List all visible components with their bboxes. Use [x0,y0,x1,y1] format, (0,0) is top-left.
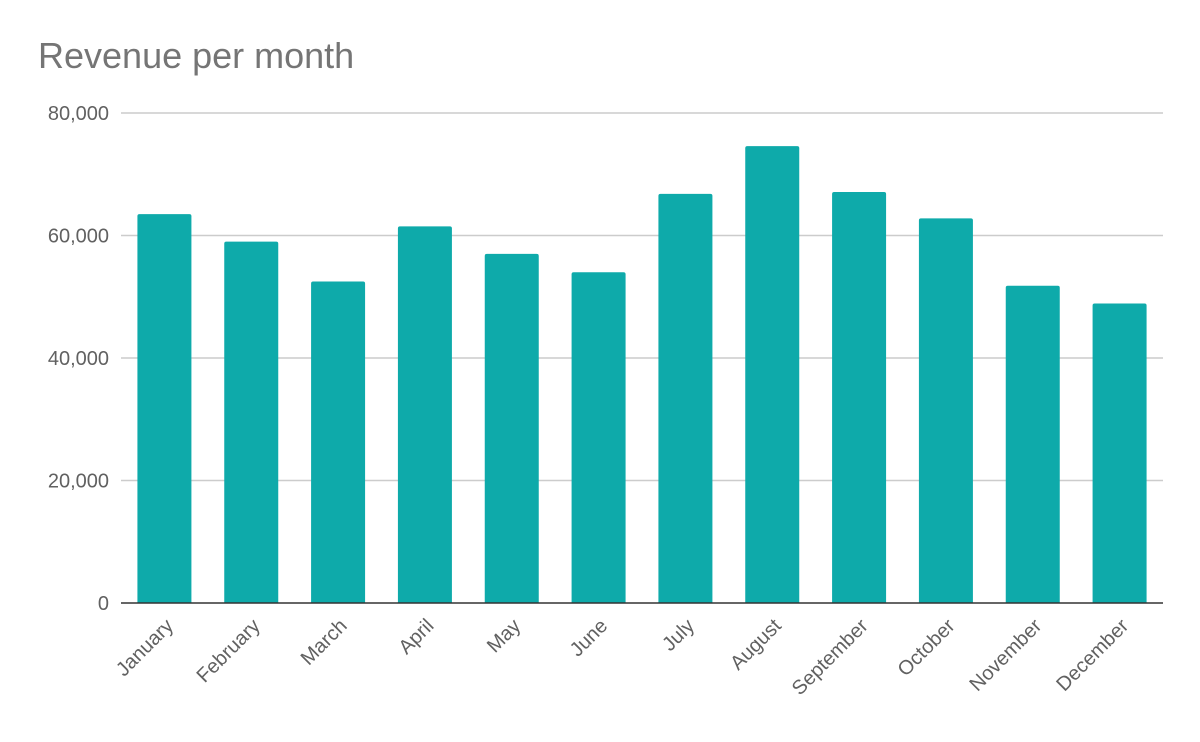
chart-title: Revenue per month [38,35,355,76]
bar-november [1005,285,1060,603]
x-axis-tick-labels: January February March April May June July Augu… [112,615,1133,700]
y-tick-label: 0 [98,593,109,615]
bar-may [484,253,539,603]
x-tick-label-january: January [112,615,178,681]
gridlines [121,112,1163,482]
bar-june [571,272,626,603]
x-tick-label-june: June [566,615,612,661]
y-tick-label: 60,000 [48,226,109,248]
bar-july [658,193,713,603]
bar-october [918,218,973,603]
y-tick-label: 80,000 [48,103,109,125]
x-tick-label-february: February [193,615,265,687]
bar-january [137,214,192,603]
x-tick-label-july: July [658,615,699,656]
x-tick-label-may: May [483,615,525,657]
bar-august [745,146,800,603]
bar-march [311,281,366,603]
x-tick-label-november: November [965,615,1046,696]
bar-april [397,226,452,603]
y-axis-tick-labels: 0 20,000 40,000 60,000 80,000 [48,103,109,615]
bars [137,146,1147,603]
x-tick-label-march: March [297,615,352,670]
x-tick-label-august: August [726,615,786,675]
bar-september [832,192,887,603]
x-tick-label-april: April [395,615,439,659]
x-tick-label-september: September [788,615,873,700]
x-tick-label-december: December [1052,615,1133,696]
y-tick-label: 40,000 [48,348,109,370]
x-tick-label-october: October [894,615,960,681]
bar-december [1092,303,1147,603]
y-tick-label: 20,000 [48,471,109,493]
bar-february [224,241,279,603]
